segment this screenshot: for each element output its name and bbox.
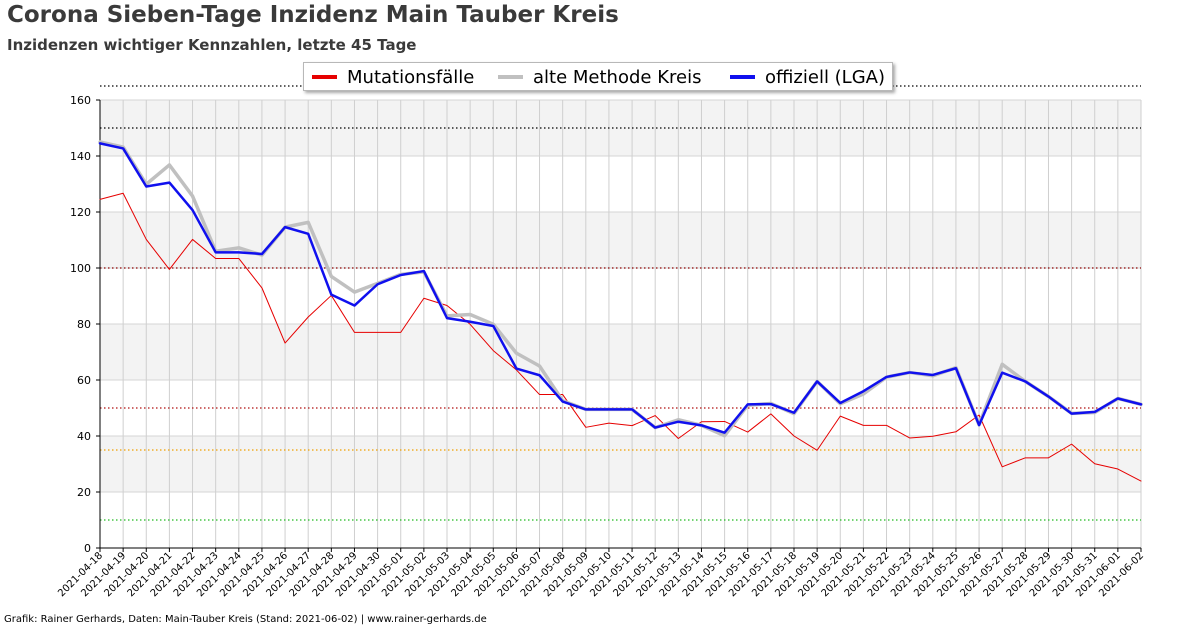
series-line-1 [98, 140, 1143, 438]
grid-band [100, 324, 1141, 380]
legend-item-mutationsfaelle: Mutationsfälle [312, 66, 475, 88]
y-tick-label: 20 [77, 486, 91, 499]
y-tick-label: 140 [70, 150, 91, 163]
y-tick-label: 120 [70, 206, 91, 219]
grid-band [100, 436, 1141, 492]
footer-credit: Grafik: Rainer Gerhards, Daten: Main-Tau… [4, 614, 487, 625]
series-line-0 [99, 192, 1142, 482]
y-tick-label: 100 [70, 262, 91, 275]
legend-label-alte-methode: alte Methode Kreis [533, 66, 702, 88]
grid-band [100, 212, 1141, 268]
chart-title: Corona Sieben-Tage Inzidenz Main Tauber … [7, 2, 619, 28]
legend-label-mutationsfaelle: Mutationsfälle [347, 66, 475, 88]
y-tick-label: 60 [77, 374, 91, 387]
legend-label-offiziell: offiziell (LGA) [765, 66, 885, 88]
legend-swatch-mutationsfaelle [312, 75, 337, 79]
chart-subtitle: Inzidenzen wichtiger Kennzahlen, letzte … [7, 36, 417, 54]
chart-legend: Mutationsfälle alte Methode Kreis offizi… [303, 62, 893, 91]
legend-swatch-alte-methode [498, 75, 523, 79]
legend-swatch-offiziell [730, 75, 755, 79]
legend-item-offiziell: offiziell (LGA) [730, 66, 885, 88]
legend-item-alte-methode: alte Methode Kreis [498, 66, 702, 88]
series-line-2 [98, 142, 1143, 434]
y-tick-label: 0 [84, 542, 91, 555]
y-tick-label: 80 [77, 318, 91, 331]
y-tick-label: 40 [77, 430, 91, 443]
y-tick-label: 160 [70, 94, 91, 107]
